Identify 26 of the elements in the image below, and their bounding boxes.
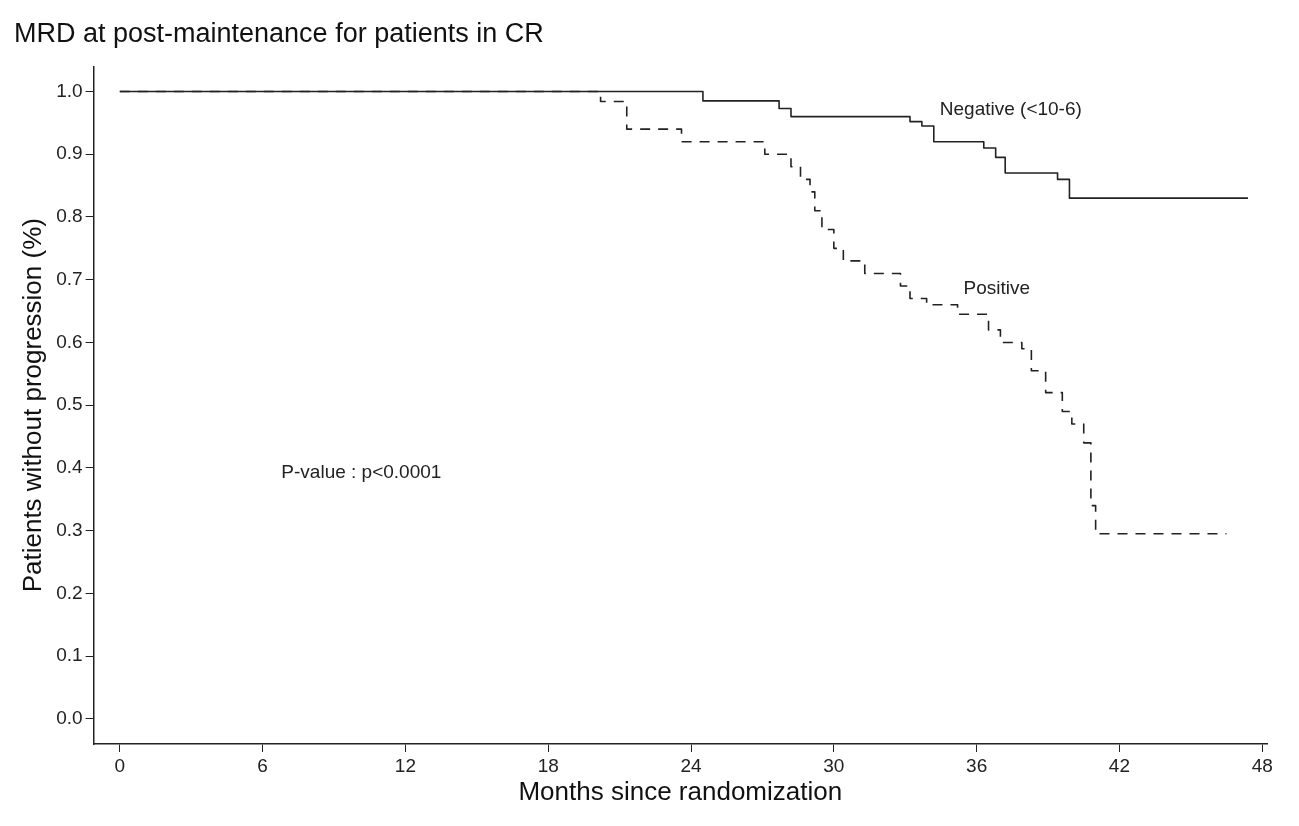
y-tick-label: 0.9 <box>56 142 83 164</box>
y-tick-label: 0.5 <box>56 393 83 415</box>
annotation: Positive <box>963 277 1031 299</box>
chart-title: MRD at post-maintenance for patients in CR <box>14 17 544 48</box>
y-axis-title: Patients without progression (%) <box>16 218 47 593</box>
x-tick-label: 12 <box>394 754 416 776</box>
x-tick-label: 6 <box>257 754 268 776</box>
x-tick-label: 36 <box>966 754 988 776</box>
y-tick-label: 0.7 <box>56 267 83 289</box>
x-tick-label: 24 <box>680 754 703 776</box>
y-tick-label: 0.4 <box>56 456 84 478</box>
x-tick-label: 48 <box>1251 754 1273 776</box>
y-tick-label: 1.0 <box>56 79 83 101</box>
y-tick-label: 0.8 <box>56 205 83 227</box>
x-tick-label: 18 <box>537 754 559 776</box>
x-tick-label: 42 <box>1108 754 1130 776</box>
y-tick-label: 0.0 <box>56 707 83 729</box>
y-tick-label: 0.1 <box>56 644 83 666</box>
x-axis-title: Months since randomization <box>518 775 843 806</box>
annotation: P-value : p<0.0001 <box>281 461 442 483</box>
y-tick-label: 0.3 <box>56 518 83 540</box>
annotation: Negative (<10-6) <box>939 98 1082 120</box>
y-tick-label: 0.2 <box>56 581 83 603</box>
x-tick-label: 30 <box>823 754 845 776</box>
x-tick-label: 0 <box>114 754 126 776</box>
y-tick-label: 0.6 <box>56 330 83 352</box>
